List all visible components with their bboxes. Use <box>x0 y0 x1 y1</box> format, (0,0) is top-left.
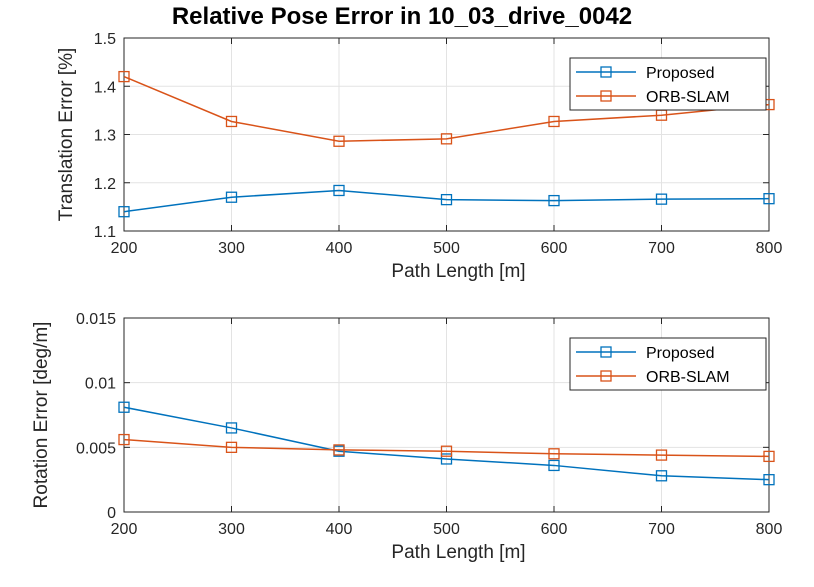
data-point <box>655 449 668 461</box>
y-tick-label: 1.2 <box>94 176 116 193</box>
x-tick-label: 400 <box>326 240 353 257</box>
data-point <box>333 444 345 456</box>
data-point <box>333 184 345 197</box>
data-point <box>440 133 453 145</box>
data-point <box>548 115 560 128</box>
series-line-orb-slam <box>123 75 770 143</box>
data-point <box>225 441 238 453</box>
data-point <box>225 115 238 128</box>
y-tick-label: 1.1 <box>94 224 116 241</box>
x-tick-label: 300 <box>218 240 245 257</box>
x-tick-label: 800 <box>756 240 783 257</box>
x-tick-label: 600 <box>541 521 568 538</box>
legend-marker <box>600 90 612 102</box>
x-tick-label: 200 <box>111 240 138 257</box>
legend-label: ORB-SLAM <box>646 369 730 386</box>
data-point <box>118 401 130 413</box>
data-point <box>763 474 775 486</box>
data-point <box>655 470 668 482</box>
x-tick-label: 200 <box>111 521 138 538</box>
data-point <box>118 433 130 446</box>
data-point <box>548 459 560 472</box>
y-tick-label: 0.005 <box>76 440 116 457</box>
y-axis-label: Translation Error [%] <box>56 48 77 222</box>
x-tick-label: 800 <box>756 521 783 538</box>
x-tick-label: 700 <box>648 240 675 257</box>
x-tick-label: 600 <box>541 240 568 257</box>
y-tick-label: 0.015 <box>76 311 116 328</box>
data-point <box>225 422 238 434</box>
rotation-error-chart: 200 300 400 500 600 700 800 0 0.005 0.01 0.015 Prop… <box>31 311 782 563</box>
y-axis-label: Rotation Error [deg/m] <box>31 322 52 509</box>
x-axis-label: Path Length [m] <box>391 261 525 282</box>
legend-marker <box>600 66 612 78</box>
x-axis-label: Path Length [m] <box>391 542 525 563</box>
data-point <box>655 193 668 205</box>
data-point <box>763 450 775 463</box>
data-point <box>118 206 130 218</box>
figure-title: Relative Pose Error in 10_03_drive_0042 <box>172 3 632 30</box>
legend-marker <box>600 346 612 358</box>
legend: Proposed ORB-SLAM <box>569 337 767 391</box>
series-line-proposed <box>123 189 770 213</box>
x-tick-label: 700 <box>648 521 675 538</box>
data-point <box>548 448 560 460</box>
data-point <box>333 135 345 147</box>
legend-label: Proposed <box>646 345 715 362</box>
data-point <box>225 191 238 203</box>
legend-label: Proposed <box>646 65 715 82</box>
legend-label: ORB-SLAM <box>646 89 730 106</box>
x-tick-label: 500 <box>433 521 460 538</box>
y-tick-label: 1.3 <box>94 128 116 145</box>
axes-frame <box>123 317 770 513</box>
data-point <box>548 194 560 207</box>
data-point <box>763 193 775 205</box>
y-tick-label: 1.5 <box>94 31 116 48</box>
y-tick-label: 0 <box>107 505 116 522</box>
series-line-orb-slam <box>123 438 770 458</box>
x-tick-label: 400 <box>326 521 353 538</box>
x-tick-label: 300 <box>218 521 245 538</box>
data-point <box>118 70 130 83</box>
x-tick-label: 500 <box>433 240 460 257</box>
legend-marker <box>600 370 612 382</box>
y-tick-label: 0.01 <box>85 376 116 393</box>
data-point <box>440 445 453 457</box>
series-line-proposed <box>123 406 770 481</box>
legend: Proposed ORB-SLAM <box>569 57 767 111</box>
translation-error-chart: 200 300 400 500 600 700 800 1.1 1.2 1.3 1.4 1.5 Prop… <box>56 31 782 282</box>
data-point <box>440 453 453 465</box>
axes-frame <box>123 37 770 232</box>
data-point <box>440 193 453 206</box>
y-tick-label: 1.4 <box>94 79 116 96</box>
